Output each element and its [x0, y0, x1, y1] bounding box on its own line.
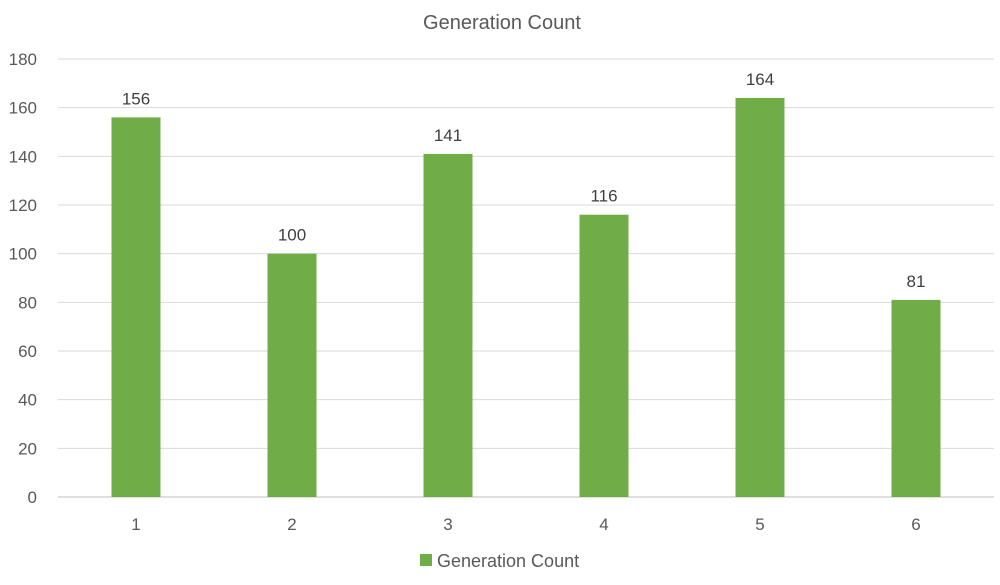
x-tick-label-4: 4: [599, 515, 608, 534]
bar-3: [423, 153, 473, 497]
data-label-6: 81: [907, 272, 926, 291]
data-label-4: 116: [590, 187, 617, 206]
data-label-1: 156: [122, 89, 150, 108]
bar-6: [891, 299, 941, 497]
y-tick-label-100: 100: [9, 245, 37, 264]
data-labels: 156 100 141 116 164 81: [122, 70, 926, 291]
x-tick-label-6: 6: [911, 515, 920, 534]
chart-title: Generation Count: [423, 12, 581, 34]
bar-4: [579, 214, 629, 497]
bar-1: [111, 117, 161, 498]
y-tick-label-80: 80: [18, 293, 37, 312]
y-tick-label-120: 120: [9, 196, 37, 215]
gridlines: [58, 58, 994, 498]
y-tick-label-20: 20: [18, 439, 37, 458]
legend-label: Generation Count: [437, 551, 579, 571]
y-tick-label-0: 0: [28, 488, 37, 507]
data-label-3: 141: [434, 126, 462, 145]
legend: Generation Count: [420, 551, 579, 571]
x-axis-ticks: 1 2 3 4 5 6: [131, 515, 920, 534]
y-tick-label-60: 60: [18, 342, 37, 361]
y-tick-label-140: 140: [9, 147, 37, 166]
x-tick-label-5: 5: [755, 515, 764, 534]
bar-2: [267, 253, 317, 497]
y-tick-label-40: 40: [18, 391, 37, 410]
bar-5: [735, 97, 785, 497]
x-tick-label-3: 3: [443, 515, 452, 534]
data-label-2: 100: [278, 226, 306, 245]
y-axis-ticks: 0 20 40 60 80 100 120 140 160 180: [9, 50, 37, 507]
x-tick-label-2: 2: [287, 515, 296, 534]
y-tick-label-180: 180: [9, 50, 37, 69]
y-tick-label-160: 160: [9, 99, 37, 118]
bars: [111, 97, 941, 498]
x-tick-label-1: 1: [131, 515, 140, 534]
data-label-5: 164: [746, 70, 774, 89]
legend-swatch: [420, 554, 432, 566]
